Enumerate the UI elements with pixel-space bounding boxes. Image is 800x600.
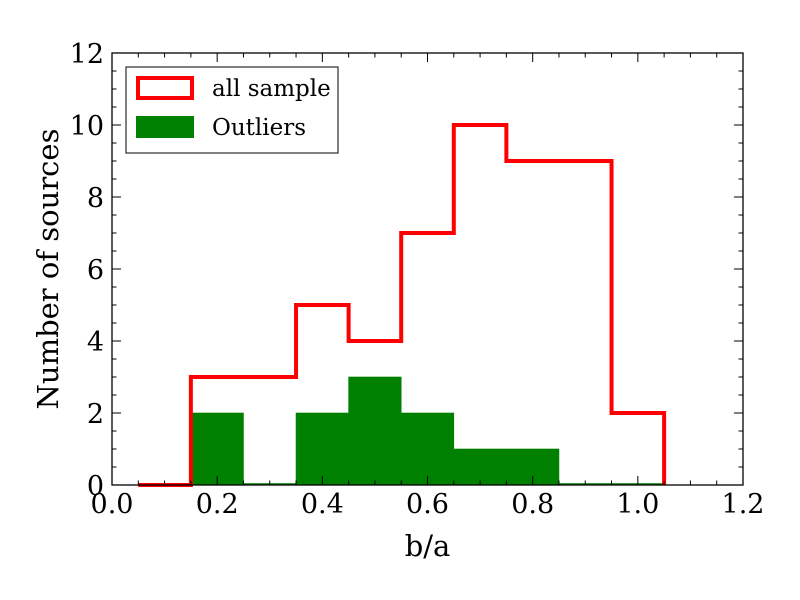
y-tick-label: 12 — [70, 39, 104, 70]
outliers-bars — [137, 376, 665, 486]
axis-ticks — [111, 52, 744, 486]
y-tick-label: 4 — [87, 327, 104, 358]
legend-swatch-outliers — [136, 116, 194, 138]
outlier-bar — [453, 448, 507, 486]
outlier-bar — [400, 412, 455, 486]
legend-label-all-sample: all sample — [212, 76, 331, 102]
y-tick-label: 6 — [87, 255, 104, 286]
x-axis-label: b/a — [405, 529, 451, 563]
x-tick-label: 0.8 — [511, 489, 554, 520]
outlier-bar — [348, 376, 402, 486]
y-tick-label: 10 — [70, 111, 104, 142]
x-tick-label: 1.2 — [722, 489, 765, 520]
outlier-bar — [190, 412, 244, 486]
all-sample-step — [138, 123, 667, 487]
x-tick-label: 0.2 — [196, 489, 239, 520]
y-axis-label: Number of sources — [31, 129, 65, 410]
x-tick-label: 1.0 — [616, 489, 659, 520]
outlier-bar — [295, 412, 349, 486]
x-tick-label: 0.6 — [406, 489, 449, 520]
x-tick-label: 0.0 — [91, 489, 134, 520]
y-tick-label: 2 — [87, 399, 104, 430]
legend-label-outliers: Outliers — [212, 115, 306, 141]
y-tick-label: 8 — [87, 183, 104, 214]
legend-swatch-all-sample — [136, 76, 194, 100]
x-tick-label: 0.4 — [301, 489, 344, 520]
y-tick-label: 0 — [87, 471, 104, 502]
tick-labels: 0.0 0.2 0.4 0.6 0.8 1.0 1.2 0 2 4 6 8 10 12 — [70, 39, 765, 520]
legend: all sample Outliers — [125, 66, 339, 154]
all-sample-step-line — [138, 123, 667, 487]
